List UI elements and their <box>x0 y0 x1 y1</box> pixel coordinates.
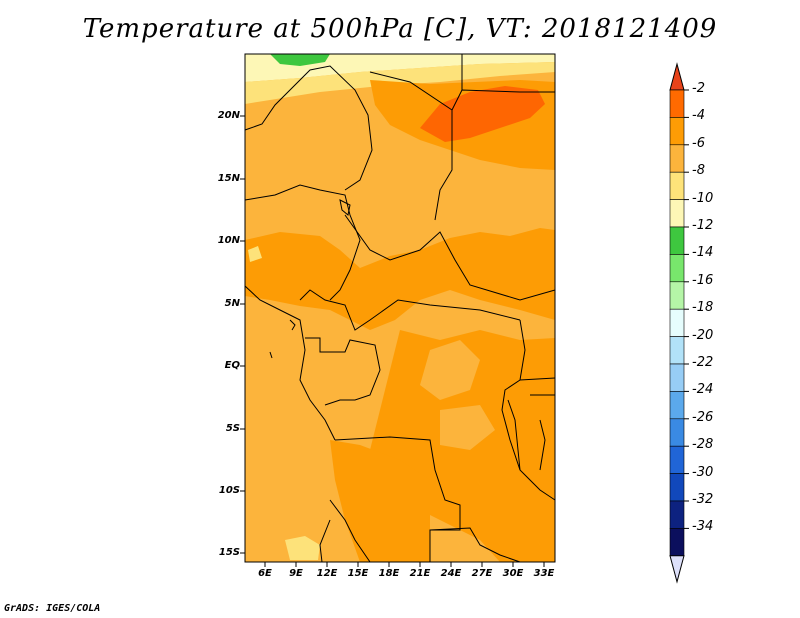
grads-credit: GrADS: IGES/COLA <box>4 603 101 614</box>
colorbar-label: -2 <box>692 81 705 96</box>
colorbar-label: -26 <box>692 409 714 425</box>
colorbar-swatch <box>669 281 685 310</box>
colorbar-swatch <box>669 144 685 173</box>
lon-label-12e: 12E <box>316 568 338 579</box>
colorbar-label: -14 <box>692 245 714 261</box>
colorbar-swatch <box>669 226 685 255</box>
colorbar-swatch <box>669 473 685 502</box>
colorbar-label: -16 <box>692 272 714 288</box>
colorbar-swatch <box>669 171 685 200</box>
field-yellow-south <box>285 536 320 560</box>
colorbar-label: -24 <box>692 382 714 398</box>
colorbar-swatch <box>669 363 685 392</box>
lat-label-20n: 20N <box>217 110 240 121</box>
chart-title: Temperature at 500hPa [C], VT: 201812140… <box>82 14 718 44</box>
colorbar-bottom-arrow <box>669 555 685 584</box>
temperature-field <box>245 54 555 562</box>
colorbar-swatch <box>669 445 685 474</box>
colorbar <box>669 62 689 584</box>
lat-label-10s: 10S <box>218 485 240 496</box>
colorbar-swatch <box>669 500 685 529</box>
colorbar-label: -4 <box>692 108 705 124</box>
field-yellow-west <box>248 246 262 262</box>
colorbar-label: -32 <box>692 492 714 507</box>
lon-label-6e: 6E <box>258 568 272 579</box>
colorbar-swatch <box>669 199 685 228</box>
lon-label-21e: 21E <box>409 568 431 579</box>
field-light-patch-2 <box>440 405 495 450</box>
country-borders <box>244 54 556 563</box>
colorbar-label: -10 <box>692 190 714 206</box>
colorbar-swatch <box>669 89 685 118</box>
colorbar-label: -18 <box>692 300 714 316</box>
colorbar-swatch <box>669 336 685 365</box>
lon-label-27e: 27E <box>471 568 493 579</box>
field-orange-south <box>330 440 430 562</box>
lon-label-18e: 18E <box>378 568 400 579</box>
colorbar-swatch <box>669 254 685 283</box>
field-light-patch-1 <box>420 340 480 400</box>
lat-label-5s: 5S <box>225 423 240 434</box>
colorbar-label: -6 <box>692 135 705 151</box>
lon-label-33e: 33E <box>533 568 555 579</box>
colorbar-label: -28 <box>692 437 714 453</box>
colorbar-label: -22 <box>692 355 714 370</box>
lat-label-5n: 5N <box>224 298 240 309</box>
field-green-patch <box>270 54 330 66</box>
axis-ticks <box>240 115 545 567</box>
field-deep-orange <box>420 86 545 142</box>
lat-label-15n: 15N <box>217 173 240 184</box>
colorbar-swatch <box>669 308 685 337</box>
colorbar-swatch <box>669 418 685 447</box>
lon-label-24e: 24E <box>440 568 462 579</box>
lon-label-15e: 15E <box>347 568 369 579</box>
colorbar-label: -20 <box>692 327 714 343</box>
lon-label-9e: 9E <box>289 568 303 579</box>
colorbar-label: -12 <box>692 218 714 233</box>
colorbar-swatch <box>669 117 685 146</box>
lon-label-30e: 30E <box>502 568 524 579</box>
colorbar-label: -30 <box>692 464 714 480</box>
colorbar-swatch <box>669 391 685 420</box>
lat-label-eq: EQ <box>224 360 240 371</box>
colorbar-swatch <box>669 528 685 557</box>
lat-label-15s: 15S <box>218 547 240 558</box>
colorbar-top-arrow <box>669 62 685 91</box>
map-frame <box>244 53 556 563</box>
lat-label-10n: 10N <box>217 235 240 246</box>
field-orange-central <box>245 228 555 330</box>
colorbar-label: -34 <box>692 519 714 535</box>
colorbar-label: -8 <box>692 163 705 179</box>
